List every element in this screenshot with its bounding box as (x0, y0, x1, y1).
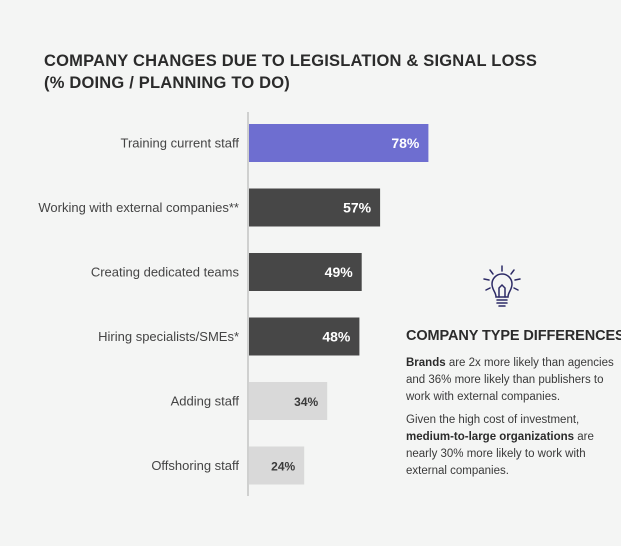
brands-text: are 2x more likely than agencies and 36%… (406, 357, 614, 403)
side-heading: COMPANY TYPE DIFFERENCES (406, 328, 621, 344)
category-label-2: Working with external companies** (38, 200, 239, 215)
category-label-3: Creating dedicated teams (91, 265, 240, 280)
lightbulb-icon (483, 265, 521, 307)
value-label-6: 24% (271, 460, 295, 474)
bar-6 (249, 446, 305, 485)
category-label-4: Hiring specialists/SMEs* (98, 329, 239, 344)
organizations-text: are nearly 30% more likely to work with … (406, 431, 594, 477)
chart-title-line-1: COMPANY CHANGES DUE TO LEGISLATION & SIG… (44, 52, 538, 70)
bar-5 (249, 382, 328, 420)
chart-title: COMPANY CHANGES DUE TO LEGISLATION & SIG… (44, 50, 584, 94)
bar-4 (249, 317, 360, 356)
bar-3 (249, 253, 362, 291)
value-label-3: 49% (325, 264, 354, 280)
value-label-1: 78% (391, 135, 420, 151)
category-label-1: Training current staff (121, 136, 240, 151)
bar-1 (249, 124, 429, 162)
organizations-intro: Given the high cost of investment, (406, 414, 580, 426)
category-label-6: Offshoring staff (151, 458, 239, 473)
bar-2 (249, 188, 381, 227)
value-label-2: 57% (343, 200, 372, 216)
category-label-5: Adding staff (171, 394, 240, 409)
brands-paragraph: Brands are 2x more likely than agencies … (406, 355, 614, 406)
organizations-paragraph: Given the high cost of investment, mediu… (406, 412, 614, 480)
value-label-4: 48% (322, 329, 351, 345)
brands-bold: Brands (406, 357, 446, 369)
organizations-bold: medium-to-large organizations (406, 431, 575, 443)
value-label-5: 34% (294, 395, 318, 409)
chart-title-line-2: (% DOING / PLANNING TO DO) (44, 74, 290, 92)
